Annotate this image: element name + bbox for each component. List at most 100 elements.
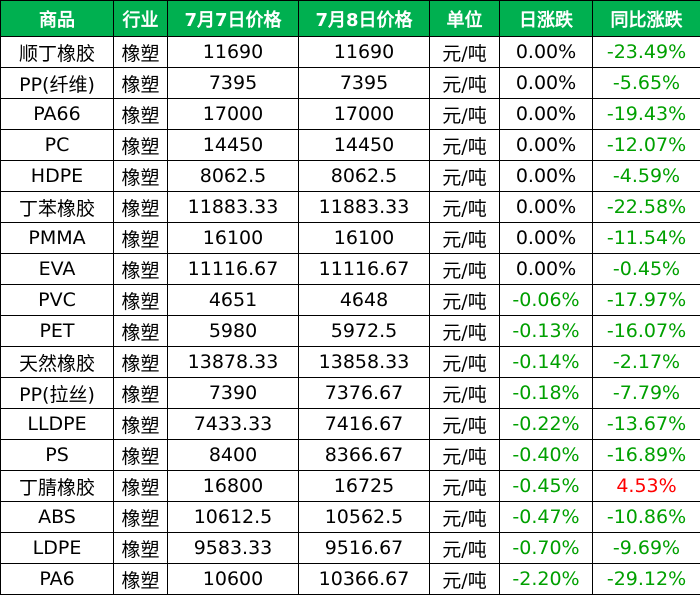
unit-cell: 元/吨 [429, 191, 500, 223]
daily-change-cell: 0.00% [499, 36, 593, 68]
yoy-change-cell: -16.07% [592, 315, 700, 347]
price-0707-cell: 7390 [167, 377, 299, 409]
table-row: LLDPE 橡塑 7433.33 7416.67 元/吨 -0.22% -13.67% [0, 408, 700, 440]
yoy-change-cell: -0.45% [592, 253, 700, 285]
price-0708-cell: 11690 [298, 36, 430, 68]
product-cell: PVC [0, 284, 114, 316]
yoy-change-cell: 4.53% [592, 470, 700, 502]
industry-cell: 橡塑 [113, 346, 168, 378]
price-0707-cell: 16100 [167, 222, 299, 254]
industry-cell: 橡塑 [113, 36, 168, 68]
daily-change-cell: 0.00% [499, 222, 593, 254]
industry-cell: 橡塑 [113, 377, 168, 409]
industry-cell: 橡塑 [113, 501, 168, 533]
unit-cell: 元/吨 [429, 315, 500, 347]
product-cell: LLDPE [0, 408, 114, 440]
price-0707-cell: 9583.33 [167, 532, 299, 564]
price-0707-cell: 8062.5 [167, 160, 299, 192]
product-cell: 丁腈橡胶 [0, 470, 114, 502]
price-0707-cell: 16800 [167, 470, 299, 502]
daily-change-cell: 0.00% [499, 191, 593, 223]
yoy-change-cell: -11.54% [592, 222, 700, 254]
daily-change-cell: 0.00% [499, 67, 593, 99]
yoy-change-cell: -10.86% [592, 501, 700, 533]
product-cell: HDPE [0, 160, 114, 192]
unit-cell: 元/吨 [429, 563, 500, 595]
price-0708-cell: 10366.67 [298, 563, 430, 595]
daily-change-cell: -0.40% [499, 439, 593, 471]
price-0707-cell: 5980 [167, 315, 299, 347]
industry-cell: 橡塑 [113, 222, 168, 254]
unit-cell: 元/吨 [429, 532, 500, 564]
table-body: 顺丁橡胶 橡塑 11690 11690 元/吨 0.00% -23.49% PP(纤维) 橡塑 7… [0, 36, 700, 595]
daily-change-cell: -0.14% [499, 346, 593, 378]
unit-cell: 元/吨 [429, 253, 500, 285]
daily-change-cell: -2.20% [499, 563, 593, 595]
table-row: PA6 橡塑 10600 10366.67 元/吨 -2.20% -29.12% [0, 563, 700, 595]
product-cell: ABS [0, 501, 114, 533]
yoy-change-cell: -4.59% [592, 160, 700, 192]
unit-cell: 元/吨 [429, 439, 500, 471]
unit-cell: 元/吨 [429, 129, 500, 161]
daily-change-cell: 0.00% [499, 253, 593, 285]
price-0708-cell: 13858.33 [298, 346, 430, 378]
product-cell: PP(纤维) [0, 67, 114, 99]
industry-cell: 橡塑 [113, 129, 168, 161]
table-row: HDPE 橡塑 8062.5 8062.5 元/吨 0.00% -4.59% [0, 160, 700, 192]
price-0707-cell: 4651 [167, 284, 299, 316]
table-row: PVC 橡塑 4651 4648 元/吨 -0.06% -17.97% [0, 284, 700, 316]
product-cell: 顺丁橡胶 [0, 36, 114, 68]
price-0707-cell: 11883.33 [167, 191, 299, 223]
industry-cell: 橡塑 [113, 315, 168, 347]
product-cell: 丁苯橡胶 [0, 191, 114, 223]
price-0708-cell: 7376.67 [298, 377, 430, 409]
product-cell: EVA [0, 253, 114, 285]
header-industry: 行业 [113, 0, 168, 37]
header-yoy-change: 同比涨跌 [592, 0, 700, 37]
price-0708-cell: 4648 [298, 284, 430, 316]
daily-change-cell: -0.45% [499, 470, 593, 502]
table-row: PS 橡塑 8400 8366.67 元/吨 -0.40% -16.89% [0, 439, 700, 471]
industry-cell: 橡塑 [113, 253, 168, 285]
industry-cell: 橡塑 [113, 439, 168, 471]
price-0707-cell: 11690 [167, 36, 299, 68]
industry-cell: 橡塑 [113, 284, 168, 316]
header-price-0708: 7月8日价格 [298, 0, 430, 37]
unit-cell: 元/吨 [429, 501, 500, 533]
table-row: 丁腈橡胶 橡塑 16800 16725 元/吨 -0.45% 4.53% [0, 470, 700, 502]
table-row: PC 橡塑 14450 14450 元/吨 0.00% -12.07% [0, 129, 700, 161]
price-0707-cell: 10600 [167, 563, 299, 595]
price-0708-cell: 5972.5 [298, 315, 430, 347]
unit-cell: 元/吨 [429, 346, 500, 378]
unit-cell: 元/吨 [429, 98, 500, 130]
header-row: 商品 行业 7月7日价格 7月8日价格 单位 日涨跌 同比涨跌 [0, 0, 700, 37]
unit-cell: 元/吨 [429, 222, 500, 254]
price-0707-cell: 10612.5 [167, 501, 299, 533]
yoy-change-cell: -22.58% [592, 191, 700, 223]
daily-change-cell: 0.00% [499, 160, 593, 192]
daily-change-cell: -0.70% [499, 532, 593, 564]
yoy-change-cell: -16.89% [592, 439, 700, 471]
price-0707-cell: 8400 [167, 439, 299, 471]
table-row: PMMA 橡塑 16100 16100 元/吨 0.00% -11.54% [0, 222, 700, 254]
table-row: PET 橡塑 5980 5972.5 元/吨 -0.13% -16.07% [0, 315, 700, 347]
unit-cell: 元/吨 [429, 408, 500, 440]
header-daily-change: 日涨跌 [499, 0, 593, 37]
industry-cell: 橡塑 [113, 160, 168, 192]
industry-cell: 橡塑 [113, 532, 168, 564]
table-row: ABS 橡塑 10612.5 10562.5 元/吨 -0.47% -10.86% [0, 501, 700, 533]
price-0707-cell: 17000 [167, 98, 299, 130]
yoy-change-cell: -9.69% [592, 532, 700, 564]
daily-change-cell: 0.00% [499, 98, 593, 130]
table-row: PA66 橡塑 17000 17000 元/吨 0.00% -19.43% [0, 98, 700, 130]
product-cell: LDPE [0, 532, 114, 564]
yoy-change-cell: -23.49% [592, 36, 700, 68]
unit-cell: 元/吨 [429, 284, 500, 316]
yoy-change-cell: -12.07% [592, 129, 700, 161]
table-row: 顺丁橡胶 橡塑 11690 11690 元/吨 0.00% -23.49% [0, 36, 700, 68]
price-0708-cell: 16725 [298, 470, 430, 502]
yoy-change-cell: -17.97% [592, 284, 700, 316]
price-0708-cell: 16100 [298, 222, 430, 254]
daily-change-cell: -0.13% [499, 315, 593, 347]
yoy-change-cell: -13.67% [592, 408, 700, 440]
